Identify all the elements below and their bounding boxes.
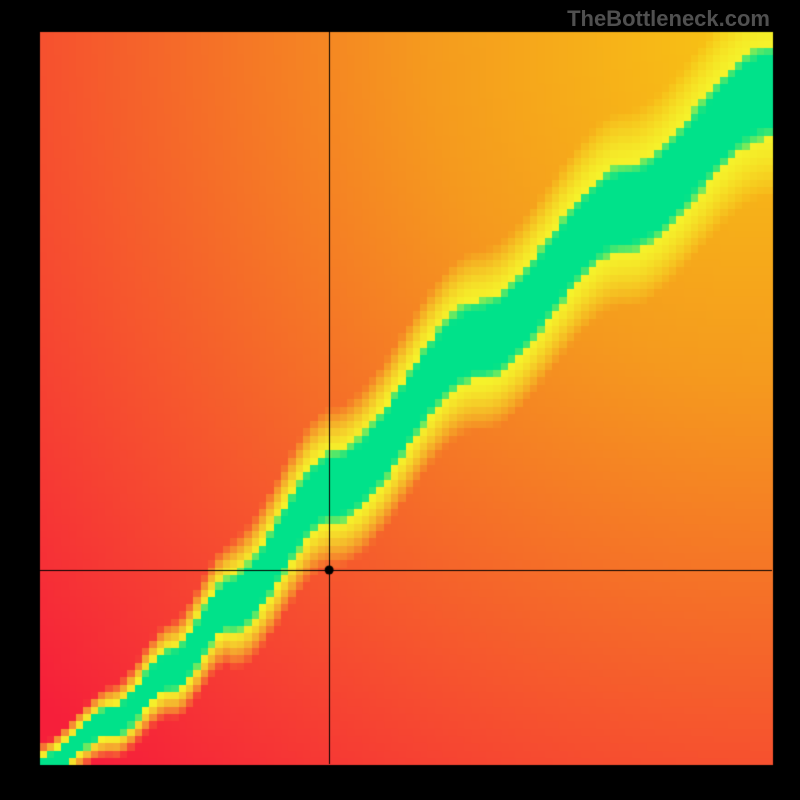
- watermark-text: TheBottleneck.com: [567, 6, 770, 32]
- heatmap-canvas: [0, 0, 800, 800]
